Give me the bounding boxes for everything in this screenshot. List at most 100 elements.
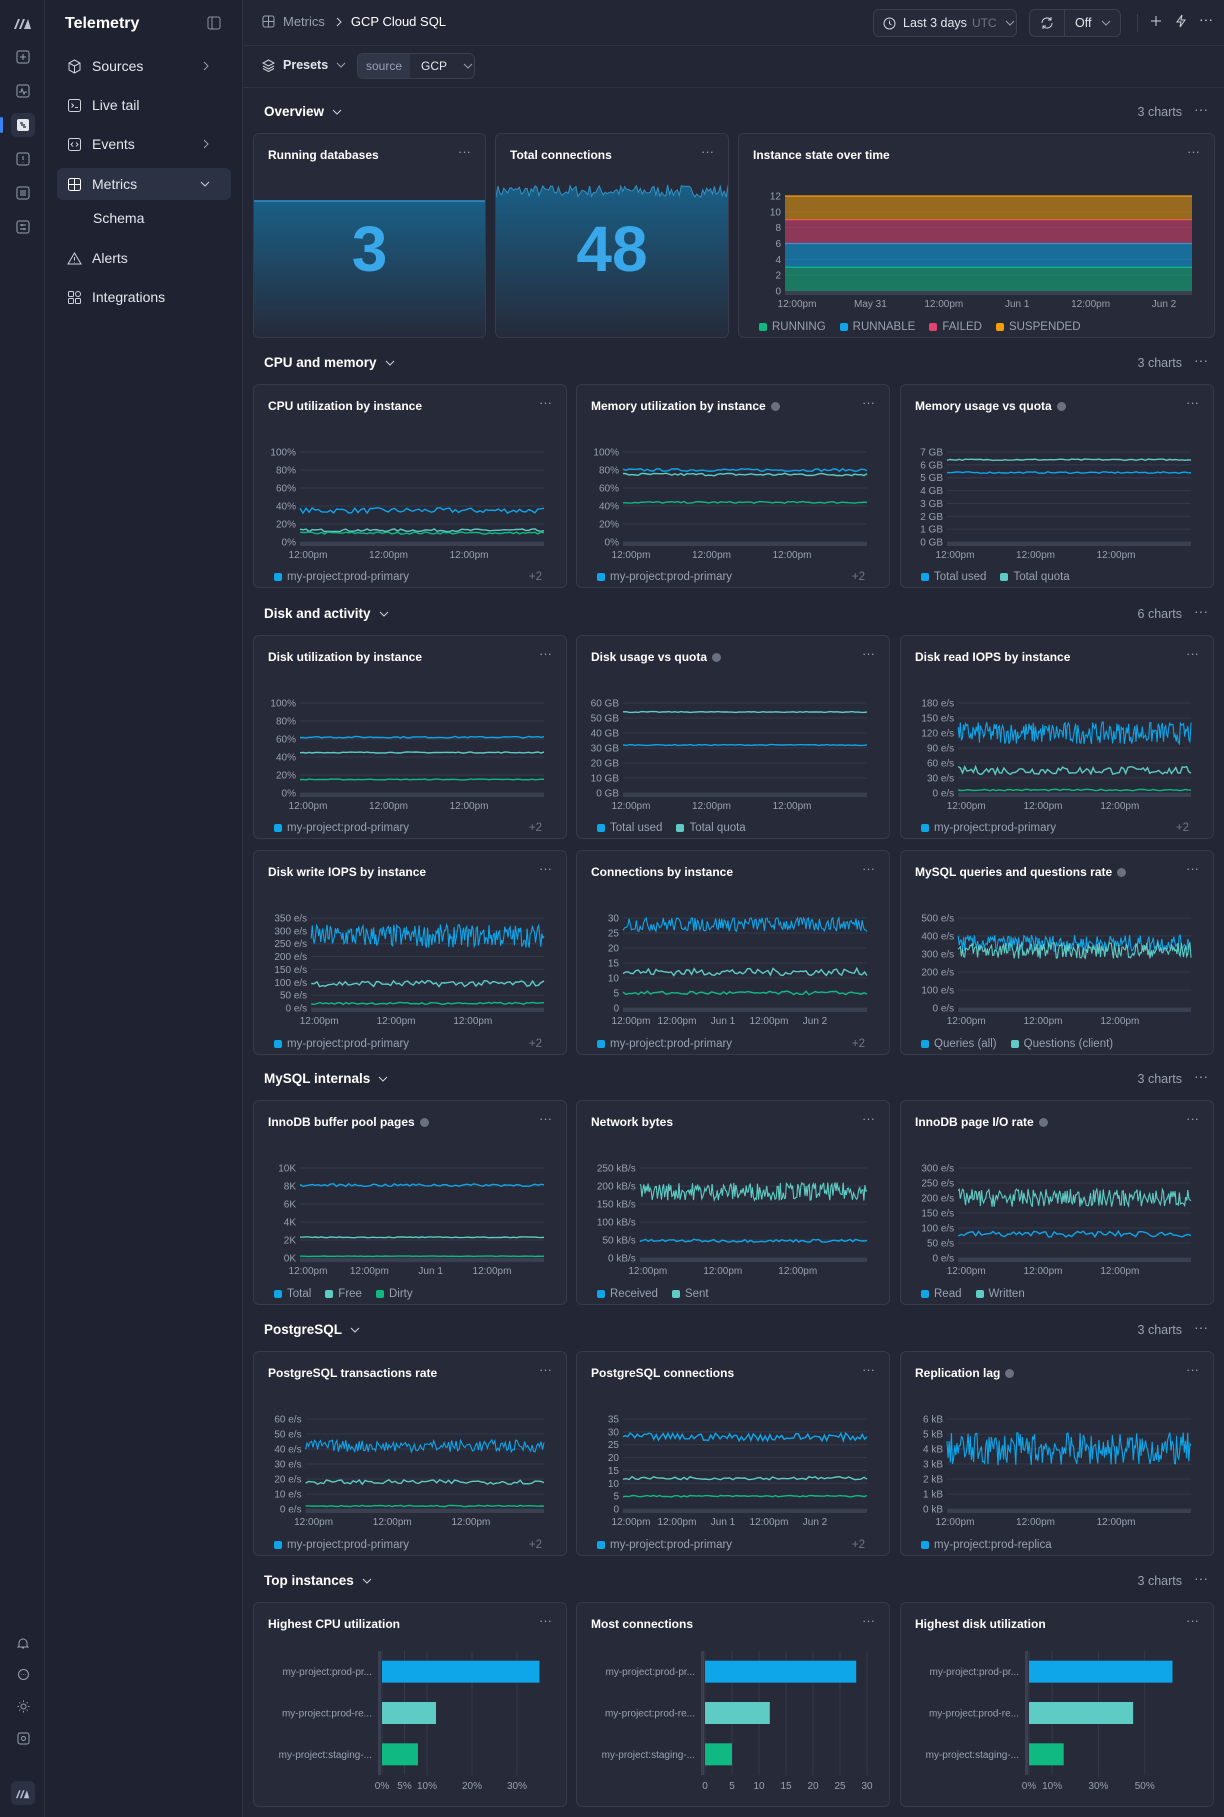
- line-series-1[interactable]: [305, 1478, 545, 1486]
- legend-item[interactable]: Written: [975, 1288, 1025, 1300]
- sidebar-item-metrics[interactable]: Metrics: [57, 168, 231, 200]
- sidebar-item-schema[interactable]: Schema: [57, 202, 231, 234]
- database-icon[interactable]: [11, 181, 35, 205]
- more-icon[interactable]: ···: [862, 1362, 875, 1377]
- more-icon[interactable]: ···: [1194, 1570, 1208, 1586]
- info-icon[interactable]: [712, 652, 722, 662]
- legend-item[interactable]: Dirty: [375, 1288, 413, 1300]
- add-icon[interactable]: [11, 45, 35, 69]
- line-series-1[interactable]: [622, 472, 868, 477]
- bar[interactable]: [705, 1702, 770, 1724]
- line-series-my-project-prod-primary[interactable]: [957, 721, 1192, 746]
- section-cpu-memory[interactable]: CPU and memory 3 charts ···: [256, 349, 1216, 379]
- line-series-queries-all-[interactable]: [957, 933, 1192, 953]
- chart-card-disk-util[interactable]: Disk utilization by instance ··· 0% 20% 40% 6…: [253, 635, 567, 839]
- bar[interactable]: [382, 1702, 436, 1724]
- more-icon[interactable]: ···: [1186, 395, 1199, 410]
- line-series-my-project-prod-primary[interactable]: [622, 467, 868, 473]
- bar[interactable]: [1029, 1660, 1173, 1683]
- line-series-my-project-prod-replica[interactable]: [946, 1432, 1192, 1466]
- line-series-my-project-prod-primary[interactable]: [299, 506, 545, 515]
- sidebar-item-integrations[interactable]: Integrations: [57, 281, 231, 313]
- stat-card-running-databases[interactable]: Running databases ··· 3: [253, 133, 486, 338]
- more-icon[interactable]: ···: [1186, 1111, 1199, 1126]
- section-disk-activity[interactable]: Disk and activity 6 charts ···: [256, 600, 1216, 630]
- line-series-1[interactable]: [957, 764, 1192, 777]
- legend-item[interactable]: Free: [325, 1288, 362, 1300]
- line-series-2[interactable]: [958, 788, 1192, 792]
- line-series-2[interactable]: [622, 990, 868, 996]
- chart-card-mem-quota[interactable]: Memory usage vs quota ··· 0 GB 1 GB 2 GB 3 GB…: [900, 384, 1214, 588]
- legend-item[interactable]: FAILED: [929, 321, 982, 333]
- more-icon[interactable]: ···: [539, 861, 552, 876]
- refresh-button[interactable]: [1029, 9, 1065, 37]
- more-icon[interactable]: ···: [1194, 101, 1208, 117]
- more-icon[interactable]: ···: [1187, 144, 1200, 159]
- more-icon[interactable]: ···: [539, 395, 552, 410]
- line-series-2[interactable]: [299, 778, 545, 781]
- legend-item[interactable]: Total used: [597, 822, 662, 834]
- more-icon[interactable]: ···: [1186, 1613, 1199, 1628]
- auto-refresh-select[interactable]: Off: [1064, 9, 1121, 37]
- chart-card-pg-conns[interactable]: PostgreSQL connections ··· 0 5 10 15 20 25 30 35 1…: [576, 1351, 890, 1556]
- legend-item[interactable]: Read: [921, 1288, 962, 1300]
- more-icon[interactable]: ···: [1194, 603, 1208, 619]
- legend-more-count[interactable]: +2: [528, 1038, 542, 1050]
- sidebar-item-alerts[interactable]: Alerts: [57, 242, 231, 274]
- chart-card-innodb-io[interactable]: InnoDB page I/O rate ··· 0 e/s 50 e/s 100 e/…: [900, 1100, 1214, 1305]
- chart-card-disk-quota[interactable]: Disk usage vs quota ··· 0 GB 10 GB 20 GB 30 G…: [576, 635, 890, 839]
- line-series-1[interactable]: [622, 966, 868, 977]
- legend-item[interactable]: my-project:prod-primary: [274, 1539, 409, 1551]
- bar[interactable]: [705, 1660, 857, 1683]
- chart-card-pg-tx[interactable]: PostgreSQL transactions rate ··· 0 e/s 10 e…: [253, 1351, 567, 1556]
- help-icon[interactable]: [11, 1726, 35, 1750]
- line-series-1[interactable]: [622, 1475, 868, 1481]
- time-range-picker[interactable]: Last 3 days UTC: [873, 9, 1017, 37]
- legend-more-count[interactable]: +2: [1175, 822, 1189, 834]
- sidebar-collapse-icon[interactable]: [207, 16, 221, 33]
- chart-card-mem-util[interactable]: Memory utilization by instance ··· 0% 20% 40…: [576, 384, 890, 588]
- more-icon[interactable]: ···: [1186, 861, 1199, 876]
- legend-item[interactable]: RUNNING: [759, 321, 826, 333]
- more-icon[interactable]: ···: [539, 646, 552, 661]
- chat-icon[interactable]: [11, 1662, 35, 1686]
- line-series-2[interactable]: [305, 1504, 545, 1508]
- more-icon[interactable]: ···: [458, 144, 471, 159]
- legend-item[interactable]: my-project:prod-primary: [597, 1539, 732, 1551]
- more-icon[interactable]: ···: [862, 395, 875, 410]
- more-icon[interactable]: ···: [862, 861, 875, 876]
- legend-item[interactable]: Questions (client): [1010, 1038, 1113, 1050]
- chart-card-net-bytes[interactable]: Network bytes ··· 0 kB/s 50 kB/s 100 kB/s 150…: [576, 1100, 890, 1305]
- legend-item[interactable]: my-project:prod-primary: [921, 822, 1056, 834]
- line-series-my-project-prod-primary[interactable]: [299, 735, 545, 739]
- line-series-total-used[interactable]: [622, 743, 868, 747]
- line-series-total[interactable]: [299, 1182, 545, 1188]
- legend-more-count[interactable]: +2: [528, 822, 542, 834]
- alert-icon[interactable]: [11, 147, 35, 171]
- chart-card-disk-read[interactable]: Disk read IOPS by instance ··· 0 e/s 30 e/s…: [900, 635, 1214, 839]
- legend-more-count[interactable]: +2: [528, 1539, 542, 1551]
- area-series-suspended[interactable]: [785, 196, 1192, 220]
- more-icon[interactable]: ···: [1194, 352, 1208, 368]
- chart-card-innodb-bp[interactable]: InnoDB buffer pool pages ··· 0K 2K 4K 6K 8K 10K…: [253, 1100, 567, 1305]
- info-icon[interactable]: [770, 401, 780, 411]
- presets-button[interactable]: Presets: [262, 58, 346, 72]
- section-postgresql[interactable]: PostgreSQL 3 charts ···: [256, 1316, 1216, 1346]
- line-series-total-used[interactable]: [946, 471, 1192, 475]
- chart-card-top-disk[interactable]: Highest disk utilization ··· 0% 10% 30% 50% my…: [900, 1602, 1214, 1807]
- legend-item[interactable]: Total quota: [676, 822, 746, 834]
- line-series-2[interactable]: [311, 1001, 545, 1006]
- info-icon[interactable]: [1117, 867, 1127, 877]
- legend-item[interactable]: my-project:prod-primary: [597, 571, 732, 583]
- sidebar-item-live-tail[interactable]: Live tail: [57, 89, 231, 121]
- legend-item[interactable]: Total quota: [1000, 571, 1070, 583]
- chart-card-top-conns[interactable]: Most connections ··· 0 5 10 15 20 25 30 my-projec…: [576, 1602, 890, 1807]
- chart-card-top-cpu[interactable]: Highest CPU utilization ··· 0% 5% 10% 20% 30% m…: [253, 1602, 567, 1807]
- bar[interactable]: [382, 1743, 418, 1766]
- more-icon[interactable]: ···: [862, 1613, 875, 1628]
- line-series-1[interactable]: [299, 751, 545, 754]
- more-icon[interactable]: ···: [1186, 1362, 1199, 1377]
- chart-card-conns[interactable]: Connections by instance ··· 0 5 10 15 20 25 30 12…: [576, 850, 890, 1055]
- add-icon[interactable]: [1149, 14, 1163, 31]
- legend-item[interactable]: RUNNABLE: [839, 321, 915, 333]
